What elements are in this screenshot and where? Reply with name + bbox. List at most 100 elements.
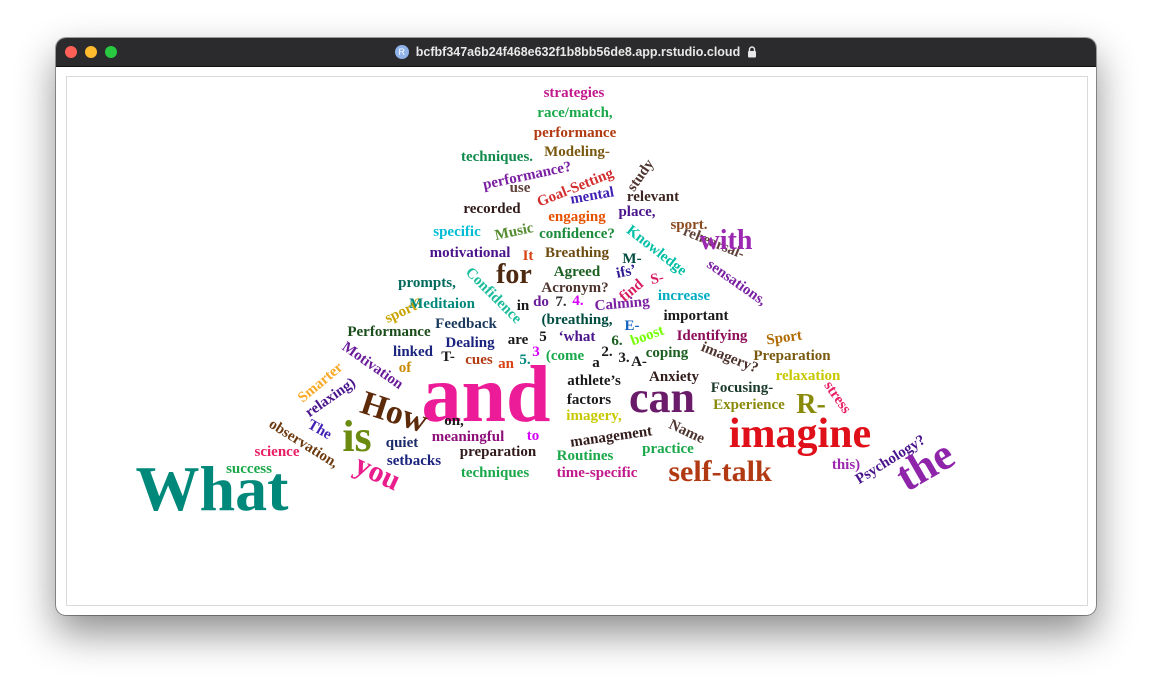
word: success [226, 461, 272, 477]
word: linked [393, 344, 434, 360]
lock-icon [748, 46, 757, 58]
word: and [422, 351, 551, 439]
word: (breathing, [542, 312, 613, 328]
word: Dealing [445, 335, 495, 351]
word: Feedback [435, 316, 497, 332]
word: sensations, [704, 257, 770, 310]
word: It [523, 248, 534, 264]
word: Sport [765, 328, 803, 349]
word: Identifying [677, 328, 748, 344]
word: the [887, 429, 962, 501]
minimize-window-button[interactable] [85, 46, 97, 58]
word: practice [642, 441, 694, 457]
word: ifs’ [615, 262, 638, 282]
word: place, [618, 204, 655, 220]
word: coping [646, 345, 689, 361]
word: science [255, 444, 300, 460]
word: 3. [618, 350, 630, 366]
word: do [533, 294, 549, 310]
word: cues [465, 352, 493, 368]
word: an [498, 356, 515, 372]
word: imagery, [566, 408, 622, 424]
site-favicon-icon: R [394, 45, 409, 59]
word: management [569, 423, 653, 450]
word: self-talk [668, 455, 772, 488]
word: T- [441, 349, 455, 365]
word: Breathing [545, 245, 609, 261]
word: Agreed [554, 264, 601, 280]
word: important [664, 308, 729, 324]
word: (come [546, 348, 585, 364]
word: performance [534, 125, 617, 141]
word: time-specific [557, 465, 638, 481]
word: for [496, 259, 532, 290]
word: Modeling- [544, 144, 610, 160]
word: 6. [611, 333, 623, 349]
word: meaningful [432, 429, 505, 445]
word: setbacks [387, 453, 441, 469]
word: a [592, 355, 600, 371]
word: in [517, 298, 530, 314]
maximize-window-button[interactable] [105, 46, 117, 58]
word: specific [433, 224, 481, 240]
word: relaxation [776, 368, 841, 384]
word: can [629, 373, 695, 422]
word: motivational [430, 245, 511, 261]
word: strategies [544, 85, 605, 101]
word: techniques. [461, 149, 533, 165]
browser-window: R bcfbf347a6b24f468e632f1b8bb56de8.app.r… [56, 38, 1096, 615]
word: mental [569, 184, 615, 207]
word: prompts, [398, 275, 456, 291]
word: race/match, [537, 105, 613, 121]
word: confidence? [539, 226, 615, 242]
word: Meditaion [409, 296, 475, 312]
word: Performance [347, 324, 431, 340]
word: increase [658, 288, 711, 304]
word: 2. [601, 344, 613, 360]
word: athlete’s [567, 373, 621, 389]
word: Preparation [753, 348, 831, 364]
plot-viewer-panel [66, 76, 1088, 606]
word: of [399, 360, 413, 376]
word: preparation [460, 444, 537, 460]
word: imagery? [699, 339, 761, 376]
word: Acronym? [541, 280, 608, 296]
word: are [508, 332, 529, 348]
title-bar: R bcfbf347a6b24f468e632f1b8bb56de8.app.r… [56, 38, 1096, 67]
word: factors [567, 392, 611, 408]
word: Anxiety [649, 369, 699, 385]
close-window-button[interactable] [65, 46, 77, 58]
word: use [510, 180, 531, 196]
address-bar[interactable]: R bcfbf347a6b24f468e632f1b8bb56de8.app.r… [56, 38, 1096, 66]
word: Focusing- [711, 380, 774, 396]
word: is [342, 412, 371, 461]
word: ‘what [559, 329, 596, 345]
word: 7. [555, 294, 567, 310]
word: Calming [594, 294, 651, 315]
word: engaging [548, 209, 606, 225]
word: M- [622, 251, 641, 267]
word: What [136, 453, 290, 524]
word: imagine [729, 411, 871, 457]
word: S- [649, 270, 665, 288]
word: recorded [463, 201, 521, 217]
word: quiet [386, 435, 419, 451]
word: 5 [539, 329, 547, 345]
word: this) [832, 457, 860, 473]
word: A- [631, 354, 647, 370]
word: to [527, 428, 540, 444]
word: techniques [461, 465, 530, 481]
word: on, [444, 413, 464, 429]
word: 3 [532, 344, 540, 360]
word: R- [796, 389, 826, 420]
word: with [700, 225, 753, 256]
word: Music [493, 220, 535, 244]
word: E- [625, 318, 640, 334]
word: Experience [713, 397, 785, 413]
page-url: bcfbf347a6b24f468e632f1b8bb56de8.app.rst… [415, 45, 741, 59]
word: relevant [627, 189, 679, 205]
word: sport. [670, 217, 707, 233]
word: Routines [557, 448, 614, 464]
word: 4. [572, 293, 584, 309]
